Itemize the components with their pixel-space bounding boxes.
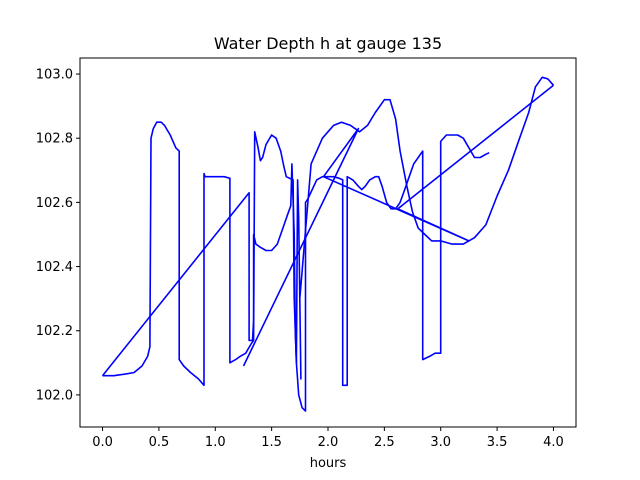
y-tick-label: 102.0 bbox=[36, 388, 73, 403]
x-tick-label: 2.0 bbox=[318, 435, 339, 450]
y-axis: 102.0 102.2 102.4 102.6 102.8 103.0 bbox=[36, 68, 80, 403]
x-tick-label: 1.5 bbox=[261, 435, 282, 450]
y-tick-label: 102.8 bbox=[36, 132, 73, 147]
series-line-3 bbox=[242, 84, 554, 367]
x-tick-label: 0.5 bbox=[149, 435, 170, 450]
x-tick-label: 3.0 bbox=[430, 435, 451, 450]
chart-title: Water Depth h at gauge 135 bbox=[214, 34, 442, 53]
plot-area bbox=[79, 57, 577, 428]
series-line-1 bbox=[102, 121, 490, 412]
x-axis: 0.0 0.5 1.0 1.5 2.0 2.5 3.0 3.5 4.0 bbox=[92, 427, 564, 450]
x-tick-label: 0.0 bbox=[92, 435, 113, 450]
series-line-2 bbox=[101, 76, 555, 380]
y-tick-label: 102.4 bbox=[36, 260, 73, 275]
y-tick-label: 102.6 bbox=[36, 196, 73, 211]
series-layer bbox=[101, 76, 555, 412]
x-tick-label: 2.5 bbox=[374, 435, 395, 450]
x-tick-label: 3.5 bbox=[487, 435, 508, 450]
y-tick-label: 102.2 bbox=[36, 324, 73, 339]
x-axis-label: hours bbox=[310, 456, 347, 471]
x-tick-label: 4.0 bbox=[543, 435, 564, 450]
plot-frame bbox=[79, 57, 577, 428]
x-tick-label: 1.0 bbox=[205, 435, 226, 450]
y-tick-label: 103.0 bbox=[36, 68, 73, 83]
